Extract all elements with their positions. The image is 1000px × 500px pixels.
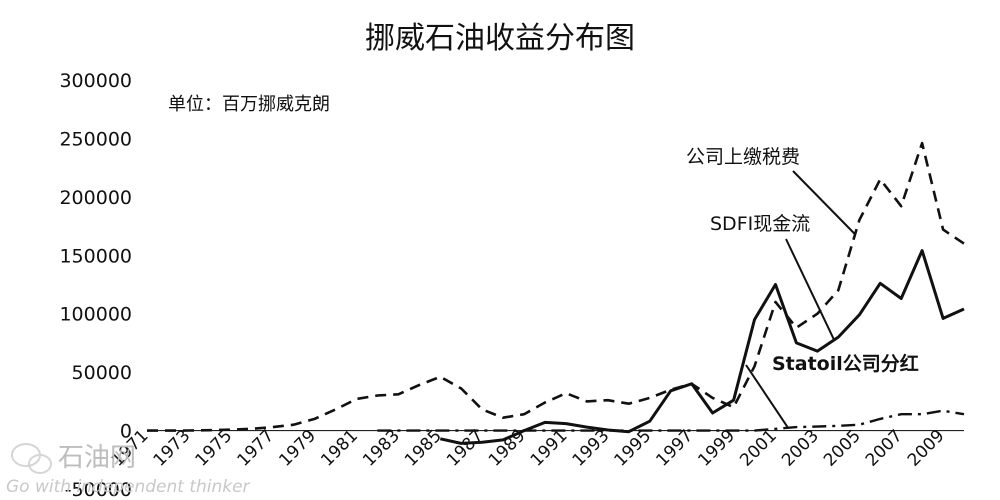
x-tick-label: 2001	[736, 426, 781, 471]
series-line-1	[439, 249, 965, 445]
annotation-leader-0	[792, 170, 856, 235]
x-tick-label: 2009	[904, 426, 949, 471]
watermark-subtext: Go with independent thinker	[6, 477, 251, 497]
y-tick-label: -50000	[65, 479, 132, 500]
y-tick-label: 300000	[59, 70, 132, 92]
series-line-0	[147, 141, 965, 432]
annotation-label-2: Statoil公司分红	[772, 352, 919, 375]
wechat-icon	[11, 443, 52, 474]
annotation-leader-1	[785, 238, 836, 341]
annotation-label-0: 公司上缴税费	[686, 146, 800, 168]
annotation-leader-2	[745, 364, 789, 429]
x-tick-label: 1991	[527, 426, 572, 471]
x-tick-label: 1977	[233, 426, 278, 471]
x-tick-label: 1997	[652, 426, 697, 471]
x-tick-label: 1981	[317, 426, 362, 471]
x-tick-label: 1995	[611, 426, 656, 471]
y-axis: -50000 0 50000 100000 150000 200000 250000 3000…	[59, 70, 132, 500]
unit-note: 单位：百万挪威克朗	[168, 94, 330, 115]
x-tick-label: 1993	[569, 426, 614, 471]
x-tick-label: 1983	[359, 426, 404, 471]
y-tick-label: 0	[120, 421, 132, 443]
y-tick-label: 100000	[59, 304, 132, 326]
y-tick-label: 150000	[59, 245, 132, 267]
x-tick-label: 1979	[275, 426, 320, 471]
y-tick-label: 50000	[72, 362, 132, 384]
x-tick-label: 1975	[192, 426, 237, 471]
x-tick-label: 1973	[150, 426, 195, 471]
annotation-layer: 公司上缴税费 SDFI现金流 Statoil公司分红	[686, 146, 919, 429]
chart-title: 挪威石油收益分布图	[365, 21, 635, 56]
x-tick-label: 1985	[401, 426, 446, 471]
y-tick-label: 250000	[59, 128, 132, 150]
x-axis: 1971197319751977197919811983198519871989…	[108, 426, 964, 471]
series-layer	[147, 141, 965, 445]
x-tick-label: 1999	[694, 426, 739, 471]
x-tick-label: 2007	[862, 426, 907, 471]
series-line-2	[377, 409, 965, 432]
watermark: 石油网 Go with independent thinker	[6, 443, 251, 497]
x-tick-label: 1987	[443, 426, 488, 471]
x-tick-label: 2003	[778, 426, 823, 471]
y-tick-label: 200000	[59, 187, 132, 209]
watermark-text: 石油网	[58, 443, 136, 473]
x-tick-label: 2005	[820, 426, 865, 471]
annotation-label-1: SDFI现金流	[710, 213, 810, 235]
